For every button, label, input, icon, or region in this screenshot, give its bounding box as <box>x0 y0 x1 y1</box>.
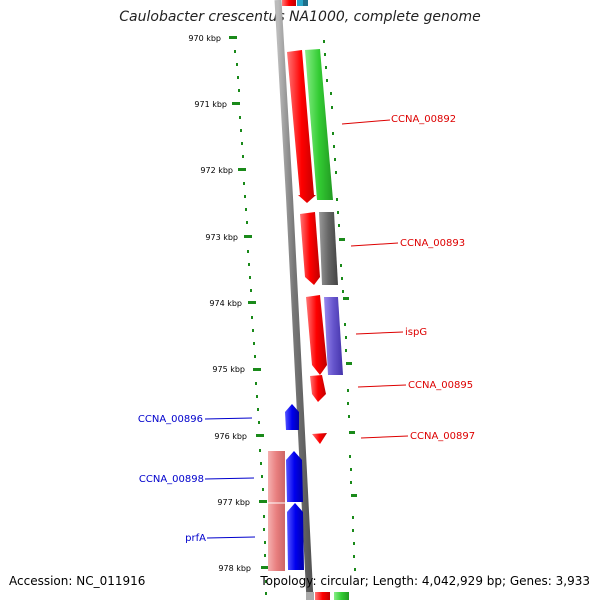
reverse-strand-genes <box>268 404 304 571</box>
gene-CCNA_00896[interactable] <box>285 404 299 430</box>
gene-CCNA_00893[interactable] <box>300 212 320 285</box>
tick-labels: 970 kbp 971 kbp 972 kbp 973 kbp 974 kbp … <box>188 34 251 573</box>
gene-ispG[interactable] <box>306 295 327 375</box>
cog-gray <box>319 212 338 285</box>
top-fragments <box>282 0 308 6</box>
label-leaders <box>204 119 409 539</box>
gene-label-forward[interactable]: CCNA_00895 <box>408 380 473 391</box>
tick-label: 975 kbp <box>212 365 245 374</box>
gene-label-forward[interactable]: CCNA_00892 <box>391 114 456 125</box>
inner-tick-ring <box>323 40 357 571</box>
backbone <box>274 0 314 600</box>
accession-text: Accession: NC_011916 <box>9 574 146 588</box>
gene-label-reverse[interactable]: CCNA_00898 <box>139 474 204 485</box>
forward-strand-genes <box>287 50 327 444</box>
gene-label-forward[interactable]: CCNA_00897 <box>410 431 475 442</box>
gene-CCNA_00895[interactable] <box>310 375 326 402</box>
tick-label: 978 kbp <box>218 564 251 573</box>
cog-pink <box>268 451 285 571</box>
gene-CCNA_00892[interactable] <box>287 50 316 203</box>
map-title: Caulobacter crescentus NA1000, complete … <box>119 9 481 25</box>
gene-labels: CCNA_00892 CCNA_00893 ispG CCNA_00895 CC… <box>138 114 475 544</box>
gene-prfA[interactable] <box>287 503 304 570</box>
gene-CCNA_00898[interactable] <box>286 451 303 502</box>
tick-label: 970 kbp <box>188 34 221 43</box>
tick-label: 977 kbp <box>217 498 250 507</box>
cog-green <box>305 49 333 200</box>
tick-label: 973 kbp <box>205 233 238 242</box>
genome-stats-text: Topology: circular; Length: 4,042,929 bp… <box>260 574 590 588</box>
gene-label-forward[interactable]: CCNA_00893 <box>400 238 465 249</box>
bottom-fragments <box>306 592 349 600</box>
tick-label: 972 kbp <box>200 166 233 175</box>
outer-tick-ring <box>229 36 269 595</box>
gene-label-forward[interactable]: ispG <box>405 327 427 338</box>
gene-label-reverse[interactable]: prfA <box>185 533 206 544</box>
gene-label-reverse[interactable]: CCNA_00896 <box>138 414 203 425</box>
tick-label: 974 kbp <box>209 299 242 308</box>
gene-CCNA_00897[interactable] <box>312 433 327 444</box>
cog-ring <box>305 49 343 375</box>
cog-purple <box>324 297 343 375</box>
tick-label: 971 kbp <box>194 100 227 109</box>
tick-label: 976 kbp <box>214 432 247 441</box>
